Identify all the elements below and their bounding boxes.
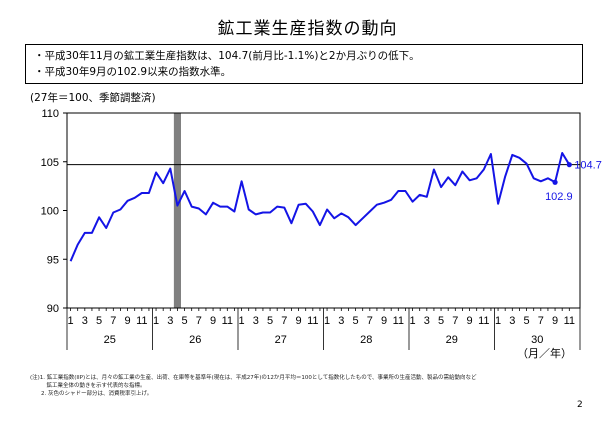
summary-line-1: ・平成30年11月の鉱工業生産指数は、104.7(前月比-1.1%)と2か月ぶり… bbox=[34, 50, 420, 62]
y-tick-label: 100 bbox=[41, 206, 59, 218]
data-label: 102.9 bbox=[545, 191, 573, 203]
x-month-label: 5 bbox=[96, 315, 102, 327]
page-number: 2 bbox=[577, 400, 583, 410]
x-year-label: 28 bbox=[360, 334, 372, 346]
x-month-label: 7 bbox=[110, 315, 116, 327]
x-month-label: 3 bbox=[253, 315, 259, 327]
footnote-2: 2. 灰色のシャドー部分は、消費税率引上げ。 bbox=[30, 391, 153, 397]
data-label: 104.7 bbox=[574, 160, 602, 172]
y-tick-label: 90 bbox=[47, 303, 59, 315]
x-month-label: 1 bbox=[68, 315, 74, 327]
x-month-label: 5 bbox=[182, 315, 188, 327]
summary-box: ・平成30年11月の鉱工業生産指数は、104.7(前月比-1.1%)と2か月ぶり… bbox=[25, 44, 583, 84]
y-tick-label: 105 bbox=[41, 157, 59, 169]
x-unit-label: （月／年） bbox=[517, 346, 572, 360]
x-month-label: 7 bbox=[281, 315, 287, 327]
footnotes: (注)1. 鉱工業指数(IIP)とは、月々の鉱工業の生産、出荷、在庫等を基準年(… bbox=[30, 374, 570, 398]
x-month-label: 9 bbox=[125, 315, 131, 327]
x-month-label: 1 bbox=[239, 315, 245, 327]
x-month-label: 11 bbox=[307, 315, 318, 327]
x-month-label: 11 bbox=[478, 315, 489, 327]
x-month-label: 7 bbox=[538, 315, 544, 327]
series-polyline bbox=[69, 152, 571, 262]
plot-frame bbox=[66, 112, 581, 309]
y-tick-label: 110 bbox=[41, 108, 59, 120]
plot-border bbox=[66, 112, 581, 309]
x-month-label: 3 bbox=[167, 315, 173, 327]
shade-bar bbox=[173, 113, 181, 308]
x-month-label: 5 bbox=[438, 315, 444, 327]
series-line bbox=[69, 152, 571, 262]
data-point-marker bbox=[566, 162, 572, 168]
annotations: 102.9 104.7 bbox=[545, 160, 602, 204]
x-month-label: 3 bbox=[509, 315, 515, 327]
x-month-label: 7 bbox=[196, 315, 202, 327]
x-month-label: 9 bbox=[381, 315, 387, 327]
x-month-label: 3 bbox=[424, 315, 430, 327]
x-year-label: 30 bbox=[531, 334, 543, 346]
x-month-label: 11 bbox=[564, 315, 575, 327]
y-tick-label: 95 bbox=[47, 254, 59, 266]
x-month-label: 3 bbox=[338, 315, 344, 327]
x-month-label: 1 bbox=[324, 315, 330, 327]
footnote-1: (注)1. 鉱工業指数(IIP)とは、月々の鉱工業の生産、出荷、在庫等を基準年(… bbox=[30, 375, 477, 381]
x-month-label: 9 bbox=[552, 315, 558, 327]
x-month-label: 9 bbox=[296, 315, 302, 327]
x-month-label: 11 bbox=[393, 315, 404, 327]
y-axis: 90 95 100 105 110 bbox=[41, 108, 67, 315]
x-month-label: 11 bbox=[136, 315, 147, 327]
consumption-tax-shade bbox=[173, 113, 181, 308]
x-year-label: 26 bbox=[189, 334, 201, 346]
x-month-label: 1 bbox=[410, 315, 416, 327]
x-month-label: 5 bbox=[353, 315, 359, 327]
y-axis-unit-label: (27年＝100、季節調整済) bbox=[30, 92, 156, 104]
x-month-label: 1 bbox=[153, 315, 159, 327]
x-month-label: 11 bbox=[222, 315, 233, 327]
x-month-label: 7 bbox=[367, 315, 373, 327]
x-year-label: 29 bbox=[446, 334, 458, 346]
x-month-label: 5 bbox=[267, 315, 273, 327]
data-point-marker bbox=[552, 179, 558, 185]
x-year-label: 27 bbox=[275, 334, 287, 346]
x-year-label: 25 bbox=[104, 334, 116, 346]
x-month-label: 5 bbox=[524, 315, 530, 327]
x-month-label: 9 bbox=[210, 315, 216, 327]
x-month-label: 1 bbox=[495, 315, 501, 327]
page-title: 鉱工業生産指数の動向 bbox=[217, 19, 398, 39]
summary-line-2: ・平成30年9月の102.9以来の指数水準。 bbox=[34, 66, 232, 78]
x-month-label: 7 bbox=[452, 315, 458, 327]
footnote-1-cont: 鉱工業全体の動きを示す代表的な指標。 bbox=[30, 383, 146, 389]
x-month-label: 9 bbox=[467, 315, 473, 327]
x-month-label: 3 bbox=[82, 315, 88, 327]
